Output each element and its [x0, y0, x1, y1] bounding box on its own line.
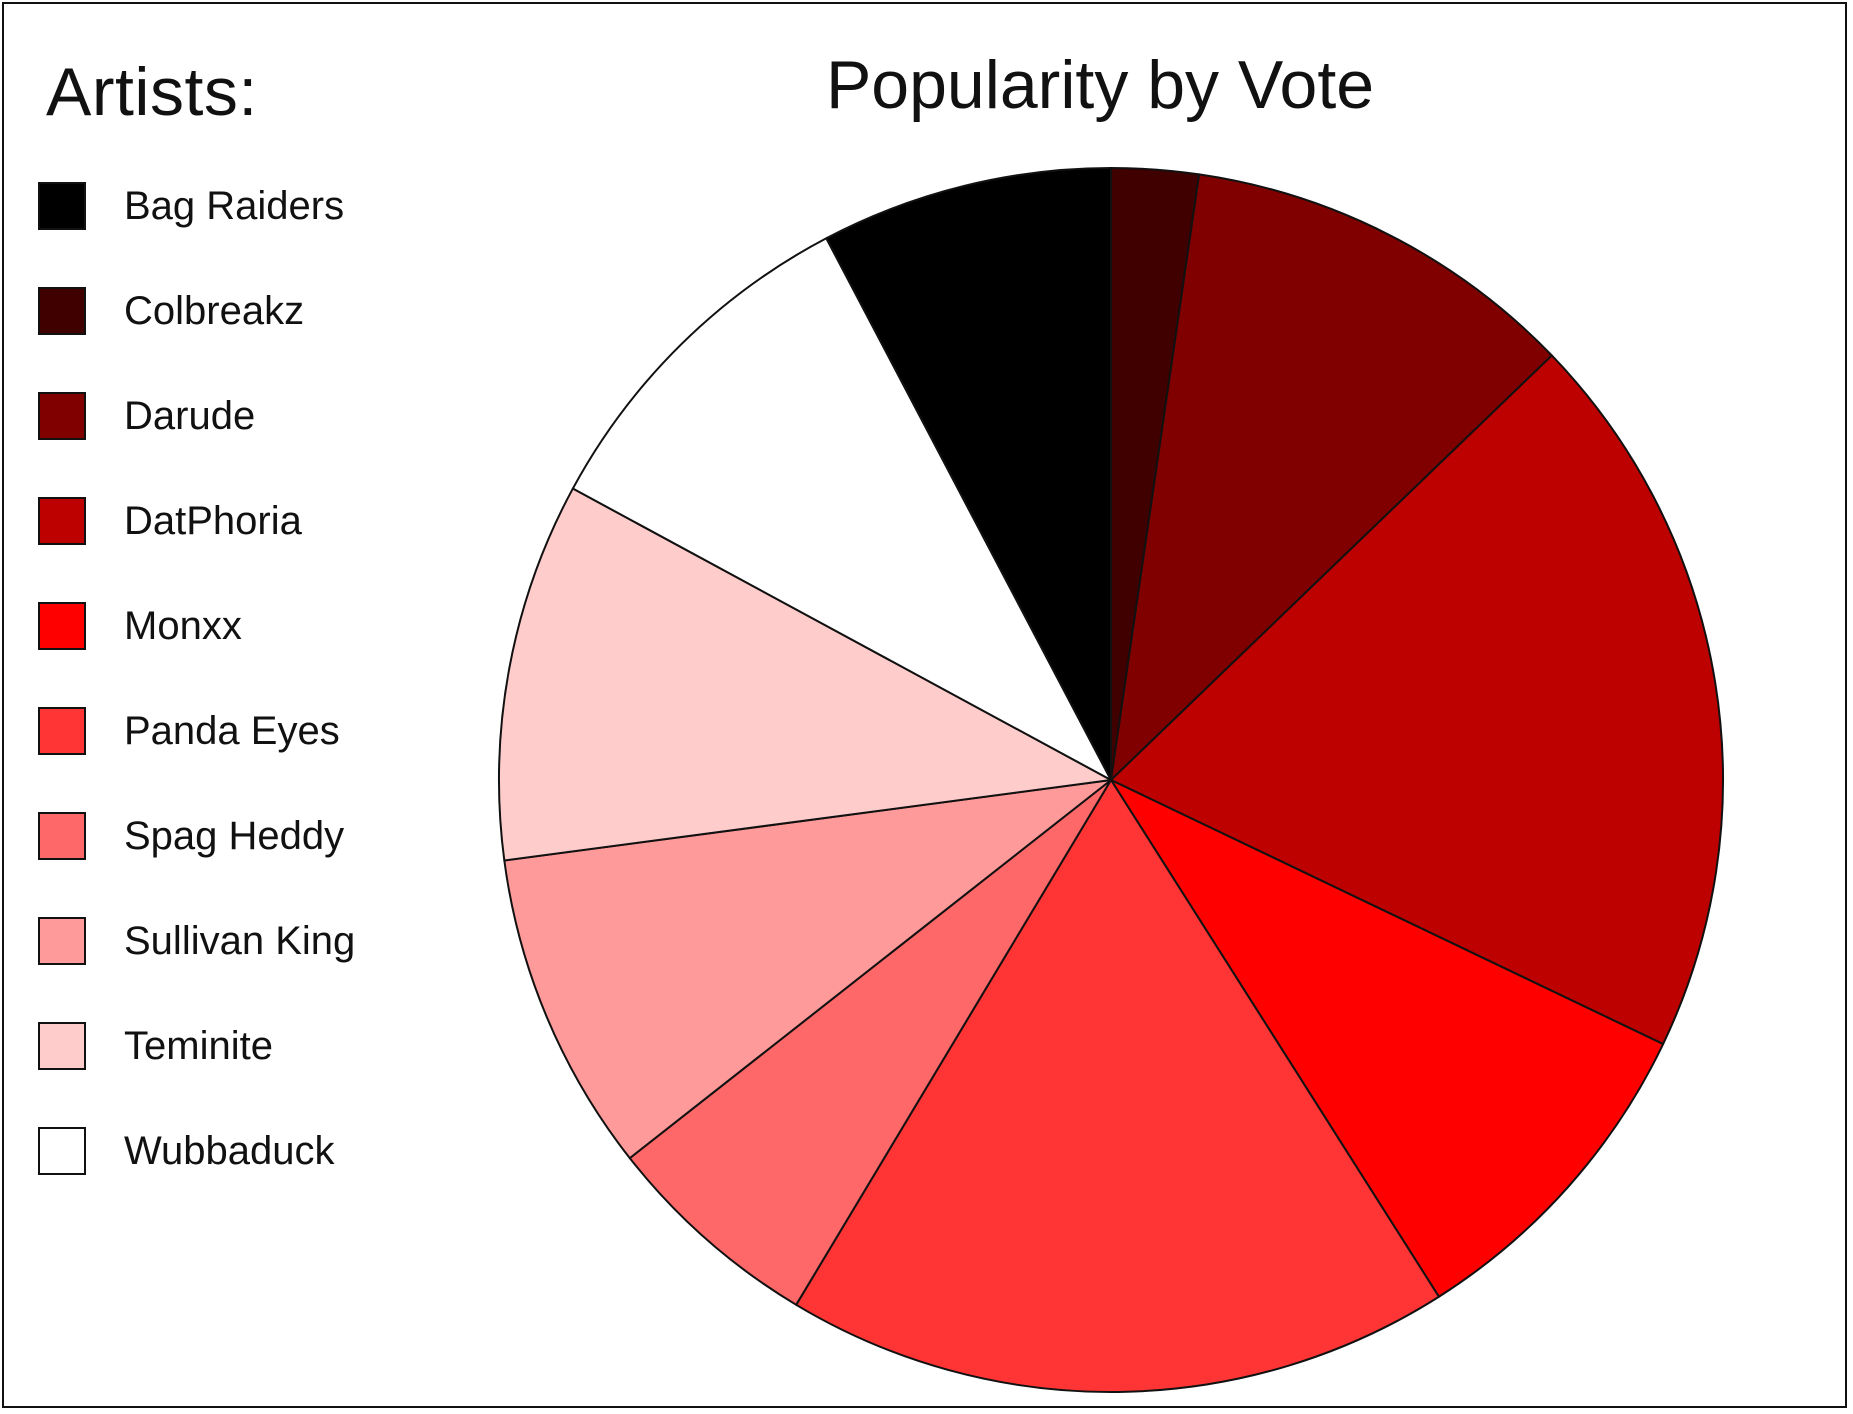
legend-item-sullivan-king: Sullivan King	[38, 917, 355, 1022]
legend-swatch-colbreakz	[38, 287, 86, 335]
legend-label-sullivan-king: Sullivan King	[124, 919, 356, 963]
legend-swatch-panda-eyes	[38, 707, 86, 755]
legend-item-monxx: Monxx	[38, 602, 355, 707]
legend-swatch-darude	[38, 392, 86, 440]
legend-swatch-datphoria	[38, 497, 86, 545]
legend-swatch-spag-heddy	[38, 812, 86, 860]
pie-slices	[498, 167, 1724, 1393]
legend-item-bag-raiders: Bag Raiders	[38, 182, 355, 287]
legend-item-datphoria: DatPhoria	[38, 497, 355, 602]
legend-label-wubbaduck: Wubbaduck	[124, 1129, 335, 1173]
pie-slice-wubbaduck	[571, 237, 1112, 781]
pie-slice-sullivan-king	[503, 779, 1112, 1160]
legend-swatch-bag-raiders	[38, 182, 86, 230]
legend-item-darude: Darude	[38, 392, 355, 497]
legend-swatch-teminite	[38, 1022, 86, 1070]
legend-label-monxx: Monxx	[124, 604, 242, 648]
pie-slice-teminite	[498, 487, 1112, 862]
legend-label-darude: Darude	[124, 394, 256, 438]
legend-label-teminite: Teminite	[124, 1024, 273, 1068]
legend-item-teminite: Teminite	[38, 1022, 355, 1127]
pie-slice-panda-eyes	[795, 779, 1440, 1393]
legend-title: Artists:	[46, 54, 258, 130]
legend-item-panda-eyes: Panda Eyes	[38, 707, 355, 812]
legend-swatch-monxx	[38, 602, 86, 650]
legend-label-datphoria: DatPhoria	[124, 499, 302, 543]
legend-label-colbreakz: Colbreakz	[124, 289, 305, 333]
legend: Bag Raiders Colbreakz Darude DatPhoria M…	[38, 182, 355, 1232]
pie-slice-datphoria	[1110, 354, 1724, 1046]
pie-slice-spag-heddy	[628, 779, 1112, 1306]
pie-slice-monxx	[1110, 779, 1665, 1298]
legend-item-colbreakz: Colbreakz	[38, 287, 355, 392]
pie-slice-bag-raiders	[825, 167, 1112, 781]
legend-swatch-wubbaduck	[38, 1127, 86, 1175]
legend-item-wubbaduck: Wubbaduck	[38, 1127, 355, 1232]
legend-label-bag-raiders: Bag Raiders	[124, 184, 345, 228]
legend-label-spag-heddy: Spag Heddy	[124, 814, 345, 858]
chart-title: Popularity by Vote	[825, 47, 1375, 123]
legend-label-panda-eyes: Panda Eyes	[124, 709, 340, 753]
legend-item-spag-heddy: Spag Heddy	[38, 812, 355, 917]
legend-swatch-sullivan-king	[38, 917, 86, 965]
pie-slice-darude	[1110, 173, 1553, 781]
